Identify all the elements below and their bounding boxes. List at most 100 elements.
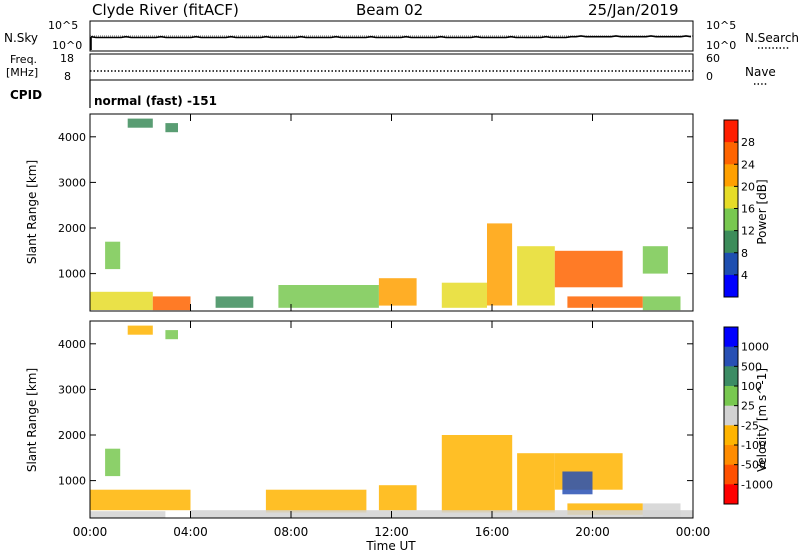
time-tick-label: 04:00 bbox=[173, 525, 208, 539]
data-cell bbox=[378, 485, 417, 511]
colorbar-tick-label: 500 bbox=[741, 360, 762, 373]
velocity-yaxis: 1000 2000 3000 4000 bbox=[58, 338, 693, 488]
y-tick-label: 1000 bbox=[58, 475, 86, 488]
colorbar-tick-label: 4 bbox=[741, 269, 748, 282]
colorbar-tick-label: -25 bbox=[741, 419, 759, 432]
power-colorbar: 4 8 12 16 20 24 28 bbox=[723, 119, 755, 298]
freq-tick-bottom: 8 bbox=[64, 70, 71, 83]
colorbar-tick-label: -500 bbox=[741, 459, 766, 472]
y-tick-label: 1000 bbox=[58, 268, 86, 281]
colorbar-segment bbox=[724, 445, 738, 466]
data-cell bbox=[127, 325, 153, 335]
y-tick-label: 4000 bbox=[58, 131, 86, 144]
colorbar-segment bbox=[724, 230, 738, 254]
colorbar-segment bbox=[724, 425, 738, 446]
velocity-panel: 1000 2000 3000 4000 Slant Range [km] 1000 50… bbox=[25, 320, 773, 519]
data-cell bbox=[554, 250, 623, 288]
colorbar-tick-label: 100 bbox=[741, 380, 762, 393]
data-cell bbox=[127, 118, 153, 128]
time-tick-label: 20:00 bbox=[575, 525, 610, 539]
time-tick-label: 16:00 bbox=[475, 525, 510, 539]
power-colorbar-label: Power [dB] bbox=[755, 179, 769, 244]
time-tick-label: 00:00 bbox=[676, 525, 711, 539]
data-cell bbox=[190, 510, 693, 518]
y-tick-label: 4000 bbox=[58, 338, 86, 351]
colorbar-segment bbox=[724, 274, 738, 298]
time-axis-label: Time UT bbox=[365, 539, 416, 553]
nave-tick-top: 60 bbox=[706, 52, 720, 65]
colorbar-segment bbox=[724, 464, 738, 485]
colorbar-tick-label: 25 bbox=[741, 400, 755, 413]
colorbar-tick-label: 12 bbox=[741, 225, 755, 238]
freq-label-line1: Freq. bbox=[10, 53, 37, 66]
data-cell bbox=[441, 282, 487, 308]
data-cell bbox=[165, 123, 178, 133]
colorbar-segment bbox=[724, 405, 738, 426]
beam-label: Beam 02 bbox=[356, 1, 423, 19]
data-cell bbox=[90, 511, 166, 518]
y-tick-label: 3000 bbox=[58, 176, 86, 189]
data-cell bbox=[105, 241, 121, 270]
y-tick-label: 3000 bbox=[58, 383, 86, 396]
data-cell bbox=[517, 453, 555, 513]
date-label: 25/Jan/2019 bbox=[588, 1, 679, 19]
data-cell bbox=[152, 296, 191, 311]
data-cell bbox=[642, 296, 681, 311]
colorbar-segment bbox=[724, 208, 738, 232]
noise-panel: N.Sky 10^5 10^0 10^5 10^0 N.Search bbox=[4, 19, 799, 52]
data-cell bbox=[90, 489, 191, 511]
power-yaxis: 1000 2000 3000 4000 bbox=[58, 131, 693, 281]
velocity-heatmap bbox=[90, 325, 693, 518]
power-panel: 1000 2000 3000 4000 Slant Range [km] 4 8 12 16… bbox=[25, 113, 769, 312]
time-tick-label: 12:00 bbox=[374, 525, 409, 539]
station-title: Clyde River (fitACF) bbox=[92, 1, 239, 19]
nsearch-tick-bottom: 10^0 bbox=[706, 39, 736, 52]
data-cell bbox=[562, 471, 593, 495]
data-cell bbox=[487, 223, 513, 306]
noise-sky-line bbox=[90, 35, 692, 39]
data-cell bbox=[215, 296, 254, 308]
nsearch-label: N.Search bbox=[745, 31, 799, 45]
colorbar-segment bbox=[724, 366, 738, 387]
colorbar-segment bbox=[724, 120, 738, 143]
power-xticks bbox=[89, 114, 694, 311]
colorbar-segment bbox=[724, 346, 738, 367]
colorbar-segment bbox=[724, 142, 738, 165]
nsky-label: N.Sky bbox=[4, 31, 38, 45]
colorbar-segment bbox=[724, 327, 738, 348]
velocity-colorbar: 1000 500 100 25 -25 -100 -500 -1000 bbox=[723, 326, 773, 505]
data-cell bbox=[642, 503, 681, 518]
nsearch-tick-top: 10^5 bbox=[706, 19, 736, 32]
nsky-tick-bottom: 10^0 bbox=[52, 39, 82, 52]
colorbar-segment bbox=[724, 484, 738, 505]
colorbar-frame bbox=[723, 326, 739, 505]
cpid-label: CPID bbox=[10, 88, 42, 102]
time-tick-label: 08:00 bbox=[274, 525, 309, 539]
data-cell bbox=[642, 246, 668, 274]
power-heatmap bbox=[90, 118, 681, 311]
colorbar-tick-label: 1000 bbox=[741, 341, 769, 354]
colorbar-tick-label: 24 bbox=[741, 158, 755, 171]
power-ylabel: Slant Range [km] bbox=[25, 160, 39, 264]
colorbar-tick-label: 20 bbox=[741, 180, 755, 193]
data-cell bbox=[378, 278, 417, 306]
cpid-value: normal (fast) -151 bbox=[94, 94, 217, 108]
data-cell bbox=[278, 285, 379, 308]
colorbar-tick-label: 8 bbox=[741, 247, 748, 260]
colorbar-segment bbox=[724, 252, 738, 276]
colorbar-tick-label: 16 bbox=[741, 203, 755, 216]
time-tick-label: 00:00 bbox=[73, 525, 108, 539]
freq-tick-top: 18 bbox=[60, 52, 74, 65]
colorbar-tick-label: -100 bbox=[741, 439, 766, 452]
data-cell bbox=[567, 503, 643, 515]
data-cell bbox=[90, 291, 153, 310]
colorbar-segment bbox=[724, 186, 738, 209]
velocity-ylabel: Slant Range [km] bbox=[25, 368, 39, 472]
time-axis-labels: 00:00 04:00 08:00 12:00 16:00 20:00 00:00 bbox=[73, 525, 711, 539]
nave-label: Nave bbox=[745, 65, 776, 79]
velocity-xticks bbox=[89, 321, 694, 518]
colorbar-segment bbox=[724, 164, 738, 187]
nave-tick-bottom: 0 bbox=[706, 70, 713, 83]
cpid-row: CPID normal (fast) -151 bbox=[10, 80, 217, 108]
